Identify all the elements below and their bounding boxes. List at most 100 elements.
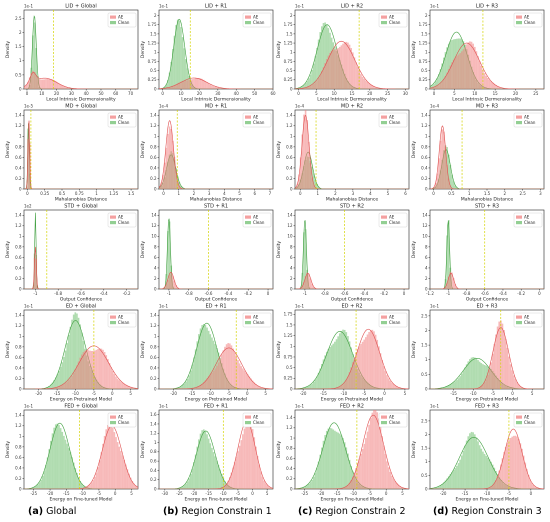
ae-bar bbox=[102, 443, 104, 489]
ae-bar bbox=[111, 427, 114, 489]
x-tick-label: -15 bbox=[54, 391, 61, 396]
ae-bar bbox=[309, 85, 312, 89]
clean-bar bbox=[338, 433, 341, 489]
x-tick-label: -20 bbox=[318, 491, 325, 496]
clean-bar bbox=[63, 435, 65, 489]
ae-bar bbox=[493, 83, 496, 89]
clean-bar bbox=[342, 438, 344, 489]
legend-swatch bbox=[381, 321, 387, 325]
ae-bar bbox=[123, 383, 125, 389]
ae-bar bbox=[376, 87, 379, 89]
x-tick-label: 25 bbox=[533, 91, 539, 96]
x-tick-label: 15 bbox=[349, 91, 355, 96]
ae-bar bbox=[389, 471, 392, 489]
y-tick-label: 10 bbox=[422, 234, 428, 239]
ae-bar bbox=[251, 429, 254, 489]
legend-label: Clean bbox=[524, 420, 536, 425]
ae-bar bbox=[85, 350, 88, 389]
x-tick-label: -0.2 bbox=[517, 291, 525, 296]
axis-exponent: 1e-1 bbox=[430, 404, 439, 409]
ae-bar bbox=[90, 351, 93, 389]
axis-exponent: 1e-4 bbox=[430, 104, 439, 109]
ae-bar bbox=[503, 452, 505, 489]
y-tick-label: 1 bbox=[290, 134, 293, 139]
ae-bar bbox=[391, 475, 393, 489]
y-tick-label: 0 bbox=[154, 486, 157, 491]
clean-bar bbox=[433, 487, 435, 489]
clean-bar bbox=[443, 387, 445, 389]
legend-swatch bbox=[516, 315, 522, 319]
ae-bar bbox=[480, 386, 483, 389]
ae-bar bbox=[477, 387, 479, 389]
ae-bar bbox=[303, 281, 305, 289]
ae-bar bbox=[25, 84, 28, 89]
clean-density-line bbox=[159, 18, 273, 89]
chart-panel: LID + R1 1e-1 Density Local Intrinsic Derme… bbox=[140, 4, 276, 103]
ae-bar bbox=[173, 85, 176, 89]
ae-bar bbox=[353, 472, 356, 489]
clean-bar bbox=[301, 388, 304, 389]
clean-bar bbox=[209, 334, 212, 389]
legend-swatch bbox=[110, 21, 116, 25]
x-tick-label: -10 bbox=[220, 491, 227, 496]
x-tick-label: -10 bbox=[484, 491, 491, 496]
y-axis-label: Density bbox=[140, 41, 146, 58]
clean-bar bbox=[456, 187, 458, 189]
chart-panel: ED + Global 1e-1 Density Energy on Pretrain… bbox=[5, 304, 139, 403]
clean-bar bbox=[347, 336, 349, 389]
ae-bar bbox=[392, 384, 395, 389]
ae-bar bbox=[392, 478, 395, 489]
legend-label: AE bbox=[118, 114, 124, 119]
ae-bar bbox=[477, 56, 479, 89]
x-tick-label: -0.8 bbox=[321, 291, 329, 296]
legend-label: Clean bbox=[118, 420, 130, 425]
ae-bar bbox=[118, 446, 121, 489]
plot-body bbox=[430, 210, 544, 289]
plot-body bbox=[24, 210, 138, 289]
clean-bar bbox=[343, 329, 346, 389]
ae-bar bbox=[198, 386, 200, 389]
clean-bar bbox=[332, 343, 335, 389]
column-labels: (a) Global (b) Region Constrain 1 (c) Re… bbox=[28, 506, 542, 517]
clean-bar bbox=[77, 317, 80, 389]
clean-bar bbox=[181, 37, 184, 89]
ae-bar bbox=[33, 72, 36, 89]
legend-swatch bbox=[381, 315, 387, 319]
y-axis-label: Density bbox=[276, 341, 282, 358]
ae-bar bbox=[444, 75, 447, 89]
axis-exponent: 1e-1 bbox=[295, 404, 304, 409]
ae-bar bbox=[501, 458, 504, 489]
plot-body bbox=[430, 310, 544, 389]
ae-bar bbox=[53, 387, 55, 389]
y-tick-label: 1 bbox=[425, 357, 428, 362]
ae-bar bbox=[165, 284, 168, 289]
axis-exponent: 1e-1 bbox=[24, 304, 33, 309]
y-tick-label: 1.5 bbox=[421, 31, 428, 36]
clean-bar bbox=[441, 484, 444, 489]
ae-bar bbox=[399, 486, 401, 489]
clean-bar bbox=[447, 154, 450, 189]
clean-bar bbox=[347, 453, 349, 489]
plot-body bbox=[295, 110, 409, 189]
chart-panel: FED + Global 1e-1 Density Energy on Fine-tu… bbox=[5, 404, 139, 503]
ae-bar bbox=[378, 346, 380, 389]
clean-bar bbox=[211, 337, 213, 389]
y-axis-label: Density bbox=[5, 241, 11, 258]
y-tick-label: 0.4 bbox=[150, 365, 157, 370]
clean-bar bbox=[72, 462, 75, 489]
clean-bar bbox=[469, 359, 471, 389]
clean-bar bbox=[335, 339, 338, 389]
y-tick-label: 0.5 bbox=[421, 372, 428, 377]
x-tick-label: 3 bbox=[208, 191, 211, 196]
clean-bar bbox=[434, 81, 437, 89]
chart-panel: LID + R3 1e-1 Density Local Intrinsic Derme… bbox=[411, 4, 545, 103]
ae-bar bbox=[500, 320, 502, 389]
ae-bar bbox=[220, 354, 223, 389]
ae-bar bbox=[224, 346, 226, 389]
clean-bar bbox=[196, 446, 199, 489]
x-tick-label: 1 bbox=[95, 191, 98, 196]
clean-bar bbox=[348, 341, 351, 389]
chart-title: MD + R2 bbox=[341, 104, 363, 110]
